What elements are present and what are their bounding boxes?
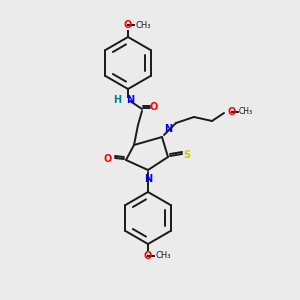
- Text: O: O: [227, 107, 235, 117]
- Text: CH₃: CH₃: [135, 20, 151, 29]
- Text: H: H: [113, 95, 121, 105]
- Text: O: O: [144, 251, 152, 261]
- Text: N: N: [144, 174, 152, 184]
- Text: O: O: [104, 154, 112, 164]
- Text: CH₃: CH₃: [239, 107, 253, 116]
- Text: N: N: [164, 124, 172, 134]
- Text: S: S: [183, 150, 190, 160]
- Text: CH₃: CH₃: [155, 251, 170, 260]
- Text: O: O: [124, 20, 132, 30]
- Text: N: N: [126, 95, 134, 105]
- Text: O: O: [150, 102, 158, 112]
